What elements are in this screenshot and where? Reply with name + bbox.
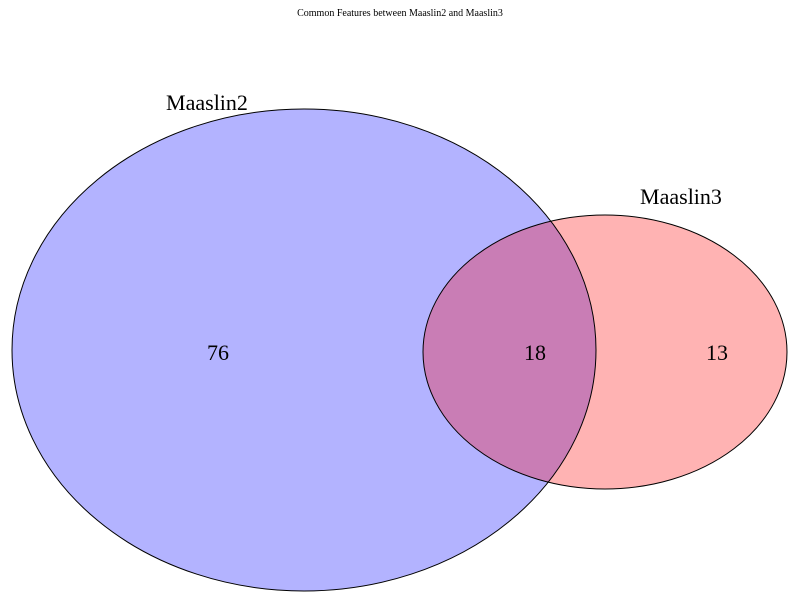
overlap-region xyxy=(423,215,596,489)
overlap-count: 18 xyxy=(524,340,546,365)
diagram-title: Common Features between Maaslin2 and Maa… xyxy=(297,8,503,19)
maaslin2-set-label: Maaslin2 xyxy=(166,90,248,115)
maaslin3-set-label: Maaslin3 xyxy=(640,184,722,209)
maaslin3-only-count: 13 xyxy=(706,340,728,365)
maaslin2-set-ellipse xyxy=(12,109,596,591)
maaslin3-set-outline xyxy=(422,214,788,490)
maaslin2-only-count: 76 xyxy=(207,340,229,365)
maaslin2-set-outline xyxy=(11,108,597,592)
